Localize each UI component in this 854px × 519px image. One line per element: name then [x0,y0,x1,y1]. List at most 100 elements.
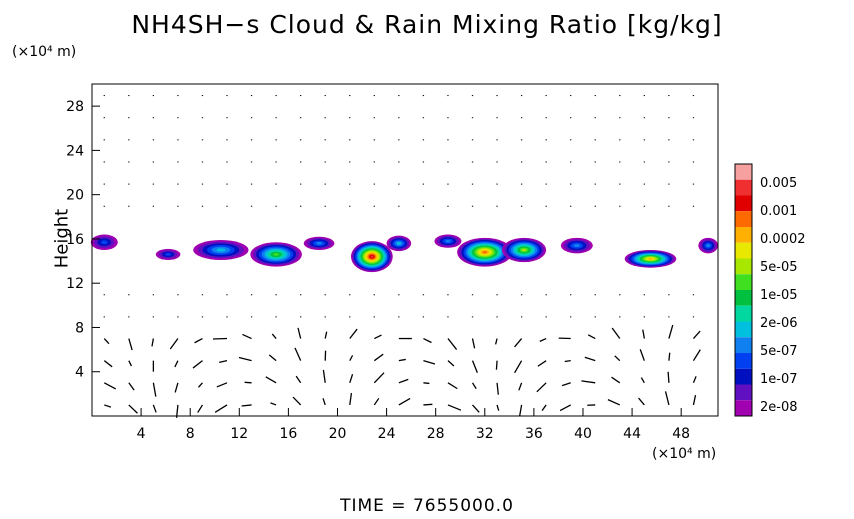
wind-vector [104,404,112,408]
cloud-blob [90,234,118,250]
colorbar-cell [735,305,752,322]
wind-vector [216,382,228,388]
colorbar-cell [735,164,752,180]
cloud-blob [155,248,181,260]
wind-vector [294,347,302,361]
colorbar-cell [735,179,752,196]
y-tick-label: 24 [66,143,84,159]
wind-vector [103,382,117,390]
y-tick-label: 28 [66,99,84,115]
colorbar-cell [735,384,752,401]
wind-vector [373,397,380,406]
colorbar-cell [735,211,752,227]
x-tick-label: 8 [186,426,195,442]
wind-vector [471,382,477,390]
colorbar-label: 1e-07 [760,372,798,387]
wind-vector [584,356,596,362]
wind-vector [103,338,110,345]
wind-vector [692,376,697,384]
colorbar-cell [735,258,752,275]
cloud-contour [648,258,653,260]
y-tick-label: 16 [66,232,84,248]
colorbar-cell [735,368,752,385]
colorbar-label: 0.001 [760,204,797,219]
cloud-blob [457,237,513,267]
wind-vector [214,404,228,413]
x-tick-label: 40 [574,426,592,442]
wind-vector [194,337,203,344]
colorbar-label: 5e-07 [760,344,798,359]
wind-vector [518,382,523,391]
wind-vector [638,397,645,406]
wind-vector [423,382,430,385]
x-tick-label: 44 [623,426,641,442]
colorbar-cell [735,290,752,306]
plot-frame [91,83,719,417]
cloud-contour [100,240,108,245]
colorbar-cell [735,274,752,290]
wind-vector [423,403,433,406]
wind-vector [295,375,302,384]
wind-vector [349,355,354,361]
wind-vector-field [103,95,701,418]
wind-vector [541,404,547,411]
cloud-contour [521,248,527,252]
wind-vector [539,337,547,342]
wind-vector [447,360,455,367]
cloud-contour [316,242,323,245]
cloud-blob [193,240,249,260]
colorbar-cell [735,227,752,243]
wind-vector [241,404,252,407]
cloud-blob [434,234,462,248]
wind-vector [242,333,252,340]
wind-vector [692,330,701,339]
wind-vector [667,371,670,383]
cloud-contour [482,251,487,254]
wind-vector [611,327,621,339]
wind-vector [642,329,645,339]
wind-vector [559,404,572,412]
colorbar-cell [735,195,752,212]
y-tick-label: 8 [75,320,84,336]
wind-vector [398,397,411,406]
wind-vector [423,337,432,344]
colorbar-cell [735,321,752,338]
cloud-blob [624,250,677,268]
cloud-contour [273,253,279,256]
time-readout: TIME = 7655000.0 [340,496,514,516]
wind-vector [447,338,458,350]
x-tick-label: 48 [672,426,690,442]
wind-vector [349,374,354,384]
x-tick-label: 4 [137,426,146,442]
cloud-blob [250,242,302,267]
wind-vector [349,328,358,339]
colorbar-label: 2e-08 [760,400,798,415]
wind-vector [151,338,155,347]
wind-vector [398,378,409,384]
wind-vector [514,338,523,348]
cloud-contour [216,248,226,252]
cloud-contour [370,255,374,258]
wind-vector [496,404,500,411]
wind-vector [614,355,621,362]
wind-vector [668,352,671,361]
wind-vector [471,360,478,373]
wind-vector [270,402,277,406]
wind-vector [639,349,645,361]
wind-vector [496,382,499,395]
cloud-blob [386,235,412,252]
wind-vector [494,338,498,345]
wind-vector [322,398,326,406]
colorbar-cell [735,337,752,353]
colorbar: 0.005 0.001 0.0002 5e-05 1e-05 2e-06 5e-07 1e-0… [734,163,806,417]
colorbar-label: 2e-06 [760,316,798,331]
x-tick-label: 28 [427,426,445,442]
wind-vector [238,356,252,362]
wind-vector [192,360,203,369]
y-tick-label: 4 [75,365,84,381]
wind-vector [174,360,179,368]
colorbar-label: 5e-05 [760,260,798,275]
wind-vector [128,360,133,367]
x-tick-label: 24 [378,426,396,442]
